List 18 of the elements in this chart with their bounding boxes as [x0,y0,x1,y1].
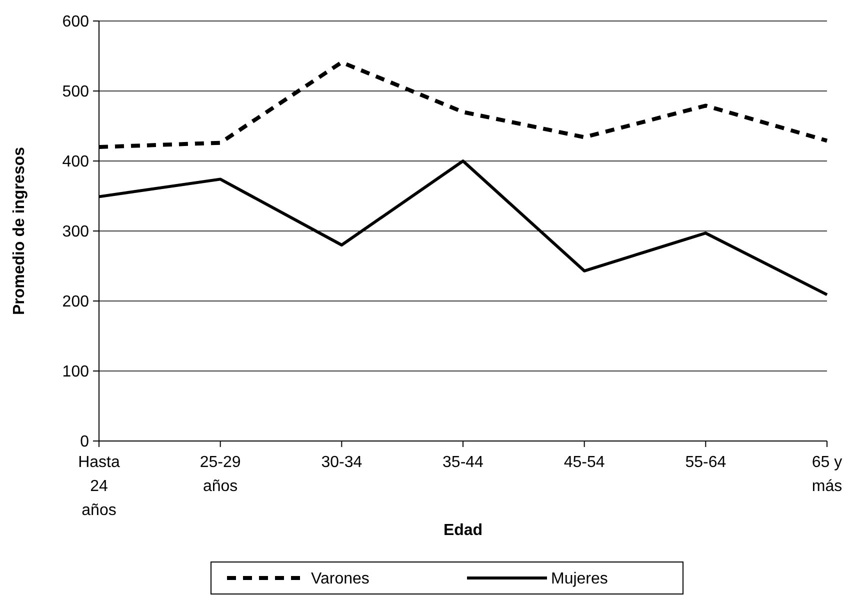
y-tick-label: 300 [62,224,90,241]
x-tick-label: 45-54 [564,454,605,471]
x-tick-label: Hasta 24 años [78,454,120,519]
x-tick-label: 65 y más [812,454,842,495]
y-tick-label: 0 [80,434,90,451]
y-tick-label: 100 [62,364,90,381]
legend-label: Mujeres [551,570,608,588]
y-tick-label: 400 [62,154,90,171]
x-axis-title: Edad [443,522,483,539]
y-tick-label: 200 [62,294,90,311]
y-tick-label: 600 [62,14,90,31]
y-tick-label: 500 [62,84,90,101]
legend-label: Varones [311,570,370,588]
x-tick-label: 30-34 [321,454,362,471]
y-axis-title: Promedio de ingresos [11,146,28,316]
x-tick-label: 55-64 [685,454,726,471]
x-tick-label: 35-44 [442,454,484,471]
x-tick-label: 25-29 años [200,454,241,495]
